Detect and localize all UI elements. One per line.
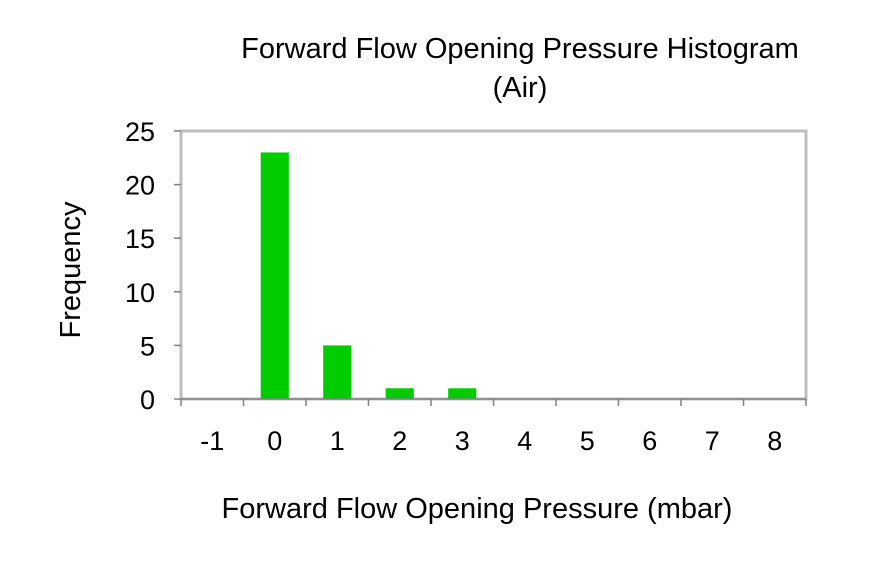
- x-tick-label: 3: [455, 426, 470, 456]
- bar: [385, 388, 414, 399]
- x-tick-label: -1: [200, 426, 224, 456]
- bar: [448, 388, 477, 399]
- x-tick-label: 8: [767, 426, 782, 456]
- y-axis-ticks: 0 5 10 15 20 25: [125, 117, 181, 415]
- bar: [323, 345, 352, 399]
- bars: [260, 152, 477, 399]
- y-axis-label: Frequency: [55, 201, 87, 339]
- y-tick-label: 10: [125, 278, 155, 308]
- y-tick-label: 0: [140, 385, 155, 415]
- y-tick-label: 20: [125, 171, 155, 201]
- x-axis-label: Forward Flow Opening Pressure (mbar): [222, 493, 733, 525]
- x-tick-label: 0: [267, 426, 282, 456]
- x-tick-label: 7: [705, 426, 720, 456]
- x-tick-label: 6: [642, 426, 657, 456]
- x-tick-label: 4: [517, 426, 532, 456]
- chart-subtitle: (Air): [493, 72, 548, 104]
- bar: [260, 152, 289, 399]
- y-tick-label: 25: [125, 117, 155, 147]
- y-tick-label: 15: [125, 224, 155, 254]
- y-tick-label: 5: [140, 331, 155, 361]
- x-tick-label: 2: [392, 426, 407, 456]
- chart-title: Forward Flow Opening Pressure Histogram: [241, 33, 799, 65]
- x-tick-label: 1: [330, 426, 345, 456]
- x-axis-ticks: -1 0 1 2 3 4 5 6 7 8: [180, 399, 807, 456]
- x-tick-label: 5: [580, 426, 595, 456]
